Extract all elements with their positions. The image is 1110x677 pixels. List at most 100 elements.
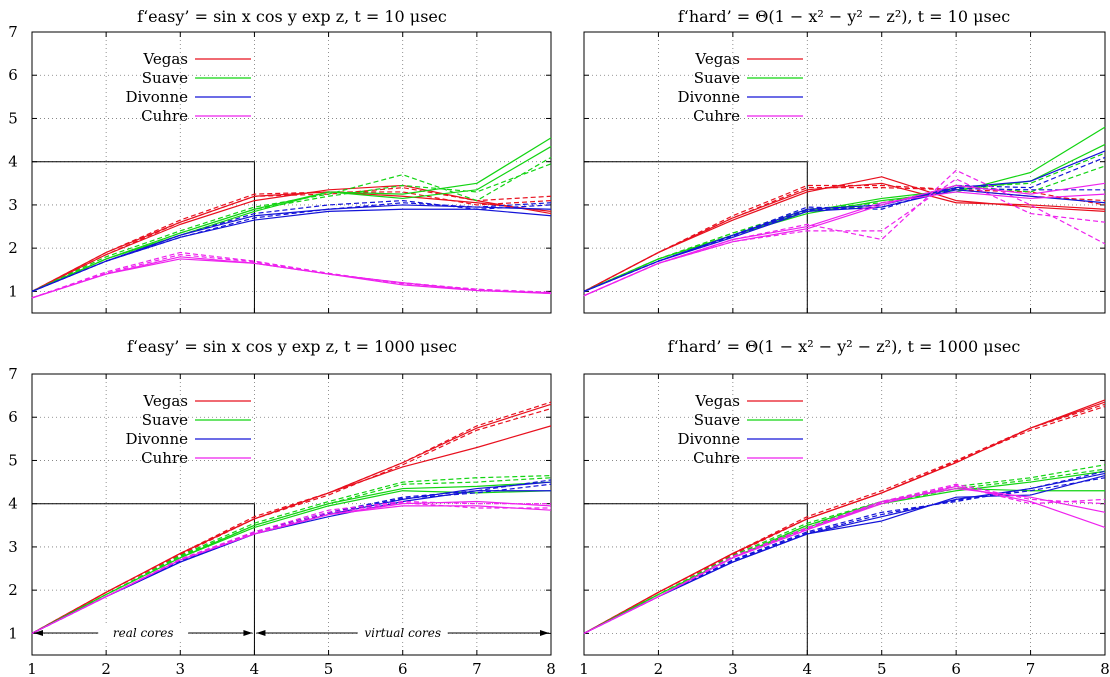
series-line-vegas xyxy=(583,405,1106,634)
series-line-cuhre xyxy=(31,258,552,299)
legend-label: Divonne xyxy=(677,430,740,448)
real-cores-arrow-head-right xyxy=(243,630,253,636)
series-line-divonne xyxy=(31,479,552,634)
series-line-cuhre xyxy=(583,487,1106,634)
x-tick-label: 3 xyxy=(176,660,186,677)
plot-frame xyxy=(31,31,552,314)
x-tick-label: 5 xyxy=(324,660,334,677)
legend-label: Vegas xyxy=(142,50,188,68)
y-tick-label: 7 xyxy=(8,365,18,383)
series-line-vegas xyxy=(31,401,552,634)
series-line-divonne xyxy=(583,472,1106,634)
x-tick-label: 3 xyxy=(728,660,738,677)
series-line-divonne xyxy=(31,490,551,634)
series-line-vegas xyxy=(31,408,552,634)
series-line-cuhre xyxy=(583,169,1106,297)
legend-label: Divonne xyxy=(677,88,740,106)
y-tick-label: 3 xyxy=(8,538,18,556)
y-tick-label: 2 xyxy=(8,581,18,599)
chart-panel-1: 1 2 3 4 5 6 7 f‘easy’ = sin x cos y exp z, t = … xyxy=(8,7,552,314)
series-line-divonne xyxy=(583,156,1106,292)
x-tick-label: 7 xyxy=(1026,660,1036,677)
legend-label: Suave xyxy=(142,69,188,87)
series-line-cuhre xyxy=(31,502,551,634)
x-tick-label: 7 xyxy=(472,660,482,677)
series-line-divonne xyxy=(583,475,1106,634)
series-line-vegas xyxy=(583,187,1106,292)
series-line-vegas xyxy=(583,182,1106,292)
series-line-suave xyxy=(31,474,552,634)
x-tick-label: 4 xyxy=(803,660,813,677)
legend-label: Cuhre xyxy=(141,449,188,467)
series-line-suave xyxy=(31,163,552,292)
y-tick-label: 7 xyxy=(8,23,18,41)
legend-label: Vegas xyxy=(142,392,188,410)
y-tick-label: 3 xyxy=(8,196,18,214)
y-tick-label: 6 xyxy=(8,408,18,426)
series-line-cuhre xyxy=(31,254,552,299)
reference-box xyxy=(584,503,808,655)
series-line-cuhre xyxy=(583,483,1106,634)
y-tick-label: 4 xyxy=(8,153,18,171)
series-line-cuhre xyxy=(31,256,552,299)
series-line-cuhre xyxy=(583,484,1106,634)
x-tick-label: 2 xyxy=(654,660,664,677)
y-tick-label: 4 xyxy=(8,495,18,513)
legend-label: Divonne xyxy=(125,88,188,106)
chart-title: f‘easy’ = sin x cos y exp z, t = 1000 μs… xyxy=(127,337,457,356)
series-line-suave xyxy=(583,487,1105,634)
chart-title: f‘hard’ = Θ(1 − x² − y² − z²), t = 10 μs… xyxy=(678,7,1010,26)
chart-title: f‘easy’ = sin x cos y exp z, t = 10 μsec xyxy=(137,7,447,26)
plot-frame xyxy=(583,373,1106,656)
series-line-divonne xyxy=(31,208,552,292)
series-line-cuhre xyxy=(583,191,1106,297)
x-tick-label: 6 xyxy=(951,660,961,677)
plot-frame xyxy=(31,373,552,656)
reference-box xyxy=(32,161,255,313)
x-tick-label: 5 xyxy=(877,660,887,677)
x-tick-label: 1 xyxy=(579,660,589,677)
series-line-cuhre xyxy=(31,500,551,634)
chart-panel-2: f‘hard’ = Θ(1 − x² − y² − z²), t = 10 μs… xyxy=(583,7,1106,314)
legend-label: Suave xyxy=(694,411,740,429)
y-tick-label: 2 xyxy=(8,239,18,257)
virtual-cores-label-bg xyxy=(357,625,448,641)
real-cores-arrow-head-left xyxy=(34,630,43,636)
x-tick-label: 6 xyxy=(398,660,408,677)
y-tick-label: 5 xyxy=(8,109,18,127)
x-tick-label: 1 xyxy=(27,660,37,677)
series-line-cuhre xyxy=(583,182,1106,297)
series-line-cuhre xyxy=(583,178,1106,297)
y-tick-label: 1 xyxy=(8,624,18,642)
series-line-divonne xyxy=(583,150,1106,292)
legend-label: Vegas xyxy=(694,50,740,68)
legend-label: Suave xyxy=(694,69,740,87)
series-line-divonne xyxy=(583,187,1105,292)
virtual-cores-label: virtual cores xyxy=(364,626,441,640)
x-tick-label: 8 xyxy=(1100,660,1110,677)
virtual-cores-arrow-head-right xyxy=(540,630,549,636)
series-line-suave xyxy=(31,490,552,634)
x-tick-label: 8 xyxy=(546,660,556,677)
series-line-suave xyxy=(31,477,552,634)
series-line-vegas xyxy=(31,187,552,292)
legend-label: Divonne xyxy=(125,430,188,448)
series-line-vegas xyxy=(31,191,552,292)
chart-title: f‘hard’ = Θ(1 − x² − y² − z²), t = 1000 … xyxy=(668,337,1021,356)
series-line-vegas xyxy=(583,184,1106,292)
reference-box xyxy=(32,503,255,655)
y-tick-label: 1 xyxy=(8,282,18,300)
series-line-divonne xyxy=(31,204,552,292)
legend-label: Vegas xyxy=(694,392,740,410)
real-cores-label: real cores xyxy=(113,626,174,640)
series-line-divonne xyxy=(31,200,552,292)
legend-label: Cuhre xyxy=(141,107,188,125)
x-tick-label: 4 xyxy=(250,660,260,677)
chart-panel-4: 1 2 3 4 5 6 7 8 f‘hard’ = Θ(1 − x² − y² − z²), t… xyxy=(579,337,1110,677)
series-line-cuhre xyxy=(583,485,1106,634)
chart-panel-3: 1 2 3 4 5 6 7 8 1 2 3 4 5 6 7 f‘easy’ = sin x cos y exp… xyxy=(8,337,556,677)
legend-label: Suave xyxy=(142,411,188,429)
series-line-suave xyxy=(583,143,1106,292)
series-line-suave xyxy=(31,156,552,292)
